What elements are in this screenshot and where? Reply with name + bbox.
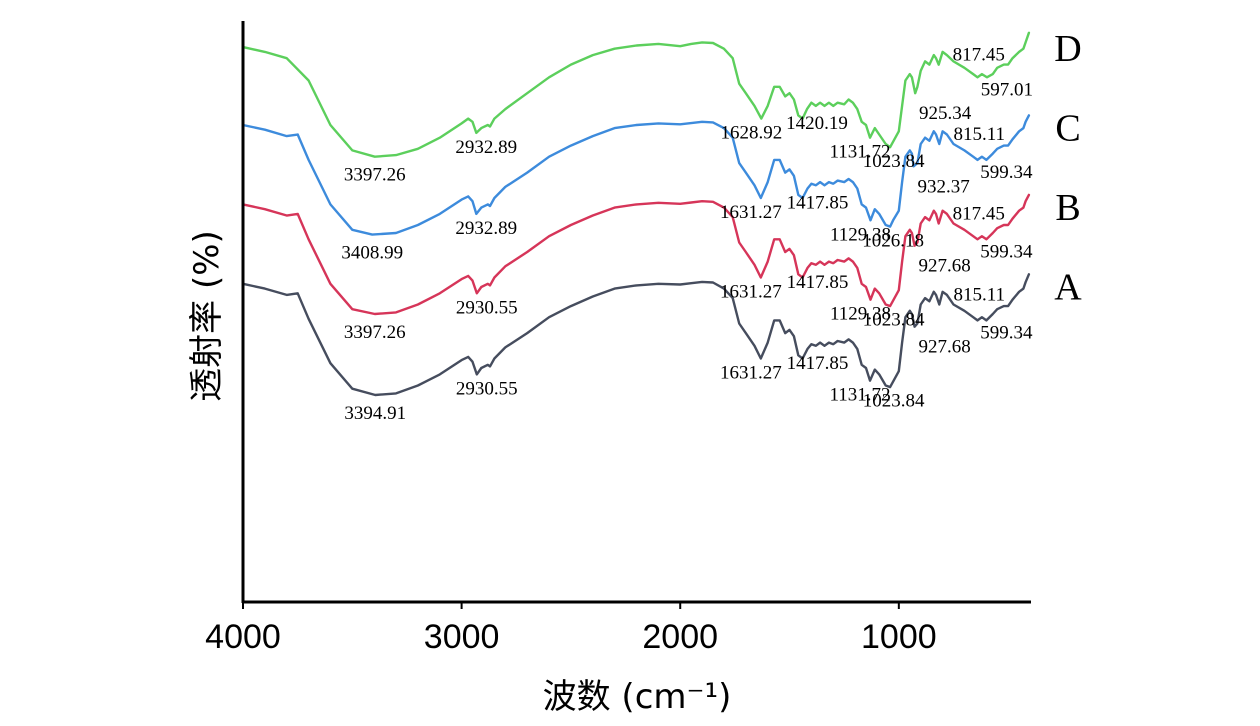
series-label-a: A [1054, 266, 1082, 308]
peak-label-b: 927.68 [919, 256, 971, 277]
peak-label-c: 1026.18 [862, 230, 924, 251]
series-label-c: C [1055, 107, 1080, 149]
spectrum-line-d [241, 31, 1031, 158]
peak-label-b: 817.45 [953, 203, 1005, 224]
peak-label-b: 2930.55 [456, 297, 518, 318]
peak-label-a: 927.68 [919, 337, 971, 358]
x-tick-label: 1000 [861, 618, 937, 656]
peak-label-d: 817.45 [953, 45, 1005, 66]
peak-label-d: 597.01 [981, 79, 1033, 100]
peak-label-c: 3408.99 [341, 243, 403, 264]
peak-label-b: 599.34 [980, 241, 1033, 262]
peak-label-c: 2932.89 [455, 218, 517, 239]
spectrum-line-c [241, 114, 1031, 236]
peak-label-c: 1631.27 [720, 202, 782, 223]
peak-label-d: 2932.89 [455, 137, 517, 158]
peak-label-b: 1631.27 [720, 281, 782, 302]
spectrum-line-b [241, 193, 1031, 316]
peak-label-a: 1023.84 [863, 391, 925, 412]
x-tick-label: 3000 [424, 618, 500, 656]
peak-label-c: 599.34 [980, 162, 1033, 183]
peak-label-c: 1129.38 [830, 224, 891, 245]
peak-label-d: 925.34 [919, 103, 972, 124]
spectrum-line-a [241, 273, 1031, 397]
x-tick-label: 2000 [642, 618, 718, 656]
x-tick-layer: 4000 3000 2000 1000 [205, 602, 937, 656]
peak-label-a: 2930.55 [456, 378, 518, 399]
peak-label-a: 815.11 [953, 284, 1005, 305]
peak-label-a: 3394.91 [344, 403, 406, 424]
y-axis-title: 透射率 (%) [187, 230, 227, 402]
peak-label-a: 1631.27 [720, 362, 782, 383]
peak-label-d: 1131.72 [830, 142, 891, 163]
peak-label-b: 3397.26 [344, 322, 406, 343]
peak-label-c: 932.37 [917, 176, 969, 197]
peak-label-a: 599.34 [980, 322, 1033, 343]
x-tick-label: 4000 [205, 618, 281, 656]
peak-label-b: 1417.85 [787, 272, 849, 293]
peak-label-a: 1417.85 [787, 353, 849, 374]
peak-label-b: 1023.84 [863, 310, 925, 331]
series-layer [241, 31, 1031, 397]
peak-label-b: 1129.38 [830, 304, 891, 325]
peak-label-d: 3397.26 [344, 165, 406, 186]
series-label-d: D [1054, 28, 1081, 70]
x-axis-title: 波数 (cm⁻¹) [543, 677, 732, 717]
peak-label-a: 1131.72 [830, 385, 891, 406]
peak-label-c: 1417.85 [787, 193, 849, 214]
peak-label-c: 815.11 [953, 124, 1005, 145]
peak-label-d: 1420.19 [786, 113, 848, 134]
peak-label-d: 1023.84 [863, 151, 925, 172]
series-label-b: B [1055, 187, 1080, 229]
peak-label-d: 1628.92 [720, 123, 782, 144]
